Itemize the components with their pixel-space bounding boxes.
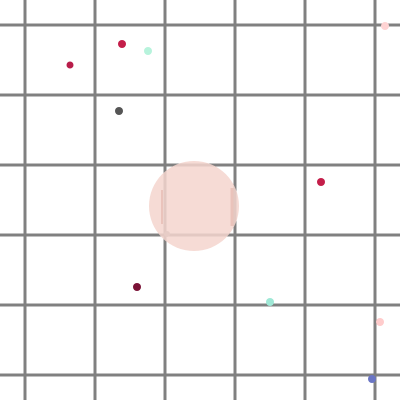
food-pellet xyxy=(67,62,74,69)
food-pellet xyxy=(317,178,325,186)
food-pellet xyxy=(118,40,126,48)
food-pellet xyxy=(376,318,384,326)
food-pellet xyxy=(133,283,141,291)
food-pellet xyxy=(144,47,152,55)
food-pellet xyxy=(381,22,389,30)
food-pellet xyxy=(368,375,376,383)
player-cell[interactable] xyxy=(149,161,239,251)
food-pellet xyxy=(266,298,274,306)
food-pellet xyxy=(115,107,123,115)
